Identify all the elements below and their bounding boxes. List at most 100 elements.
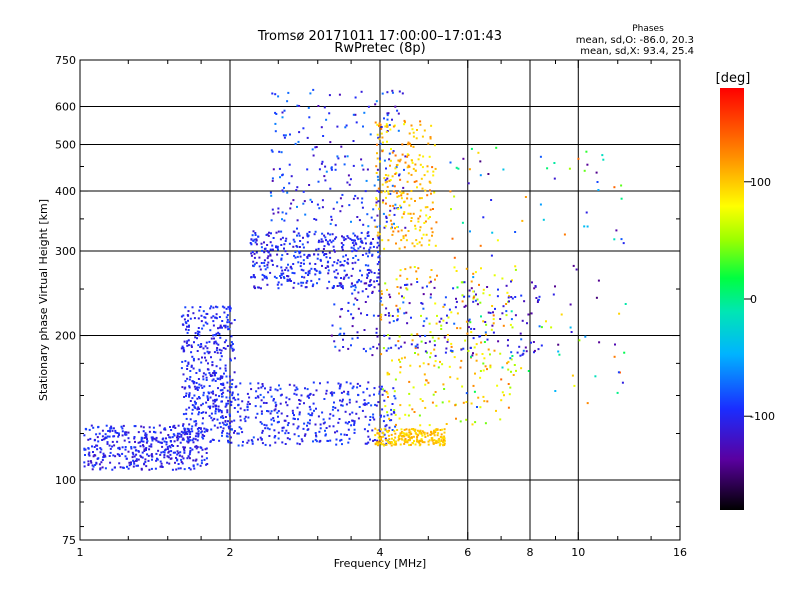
data-point (506, 344, 509, 347)
data-point (505, 303, 508, 305)
data-point (494, 307, 496, 310)
data-point (315, 407, 317, 410)
data-point (461, 385, 464, 388)
data-point (219, 324, 222, 327)
data-point (370, 283, 373, 286)
data-point (420, 177, 423, 180)
data-point (442, 383, 445, 386)
data-point (371, 292, 374, 294)
data-point (217, 387, 219, 390)
data-point (418, 154, 421, 157)
data-point (333, 261, 336, 264)
data-point (183, 396, 186, 398)
data-point (214, 340, 217, 343)
data-point (227, 402, 229, 405)
data-point (402, 301, 405, 304)
data-point (533, 351, 535, 354)
data-point (442, 440, 444, 443)
data-point (280, 393, 283, 396)
data-point (228, 308, 231, 310)
data-point (293, 272, 296, 275)
data-point (442, 319, 445, 322)
data-point (408, 165, 411, 168)
data-point (255, 243, 258, 246)
data-point (376, 143, 378, 146)
data-point (478, 335, 481, 338)
data-point (472, 352, 474, 355)
data-point (486, 338, 489, 341)
data-point (597, 189, 600, 191)
data-point (317, 241, 320, 244)
data-point (270, 219, 273, 222)
data-point (134, 449, 137, 452)
data-point (372, 208, 375, 211)
data-point (117, 447, 120, 450)
data-point (327, 260, 330, 263)
data-point (397, 310, 400, 313)
data-point (388, 293, 391, 296)
data-point (341, 205, 344, 208)
data-point (242, 440, 244, 443)
data-point (440, 324, 443, 327)
data-point (231, 347, 234, 350)
data-point (255, 238, 258, 241)
data-point (191, 439, 194, 442)
data-point (489, 366, 492, 369)
data-point (374, 103, 377, 106)
data-point (250, 243, 253, 246)
data-point (300, 262, 303, 265)
data-point (331, 233, 334, 236)
data-point (266, 410, 268, 412)
data-point (424, 189, 427, 192)
data-point (84, 427, 87, 430)
data-point (205, 312, 208, 315)
data-point (100, 448, 103, 451)
data-point (163, 456, 166, 459)
data-point (394, 167, 397, 170)
data-point (329, 222, 332, 225)
data-point (101, 466, 104, 469)
data-point (244, 420, 247, 423)
data-point (381, 92, 384, 95)
data-point (380, 385, 383, 388)
data-point (280, 258, 283, 261)
data-point (207, 362, 209, 365)
data-point (192, 441, 195, 444)
data-point (384, 181, 387, 184)
data-point (486, 286, 489, 288)
data-point (540, 344, 543, 347)
data-point (143, 450, 146, 452)
data-point (127, 450, 130, 453)
data-point (430, 437, 433, 440)
data-point (239, 419, 242, 422)
data-point (307, 428, 310, 431)
data-point (409, 436, 412, 439)
data-point (441, 437, 444, 440)
data-point (509, 323, 512, 326)
data-point (486, 400, 489, 403)
data-point (254, 276, 256, 279)
data-point (377, 244, 380, 247)
data-point (480, 341, 483, 344)
data-point (219, 336, 222, 339)
data-point (189, 468, 192, 471)
data-point (260, 438, 263, 441)
data-point (322, 418, 325, 421)
data-point (367, 381, 370, 384)
data-point (311, 412, 314, 415)
data-point (269, 271, 272, 274)
data-point (141, 456, 144, 459)
data-point (117, 432, 120, 435)
data-point (469, 321, 472, 324)
data-point (474, 299, 477, 302)
data-point (198, 309, 201, 312)
data-point (182, 424, 184, 427)
data-point (256, 395, 259, 398)
data-point (407, 172, 410, 175)
data-point (378, 268, 380, 271)
data-point (394, 105, 397, 108)
data-point (400, 357, 403, 360)
data-point (317, 247, 320, 250)
data-point (219, 352, 222, 355)
